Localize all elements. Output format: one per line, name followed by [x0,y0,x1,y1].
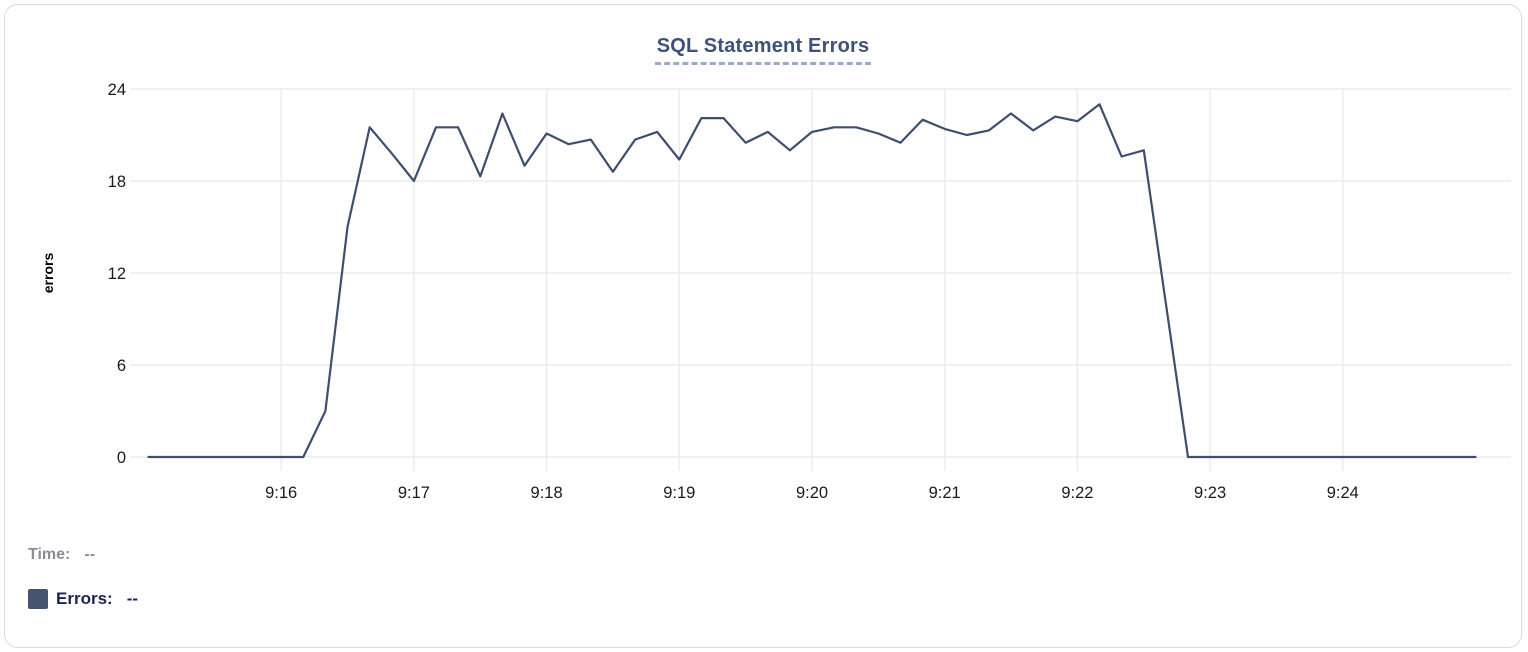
x-axis-tick-label: 9:24 [1327,484,1359,502]
y-axis-tick-label: 0 [117,449,126,467]
time-label: Time: [28,546,71,563]
x-axis-tick-labels: 9:16 9:17 9:18 9:19 9:20 9:21 9:22 9:23 9:24 [265,484,1359,502]
x-axis-tick-label: 9:23 [1194,484,1226,502]
errors-label: Errors: [56,589,113,608]
errors-series-line [147,103,1477,459]
series-lines [147,103,1477,459]
x-axis-tick-label: 9:17 [398,484,430,502]
x-axis-tick-label: 9:19 [663,484,695,502]
y-axis-tick-label: 6 [117,357,126,375]
hover-errors-readout: Errors: -- [28,589,138,609]
y-axis-tick-label: 18 [108,173,126,191]
x-axis-tick-label: 9:16 [265,484,297,502]
chart-card: SQL Statement Errors 0 6 12 18 24 9:16 9:17 9:… [4,4,1522,648]
errors-series-swatch [28,589,48,609]
y-axis-tick-label: 24 [108,81,126,99]
errors-line-chart[interactable]: 0 6 12 18 24 9:16 9:17 9:18 9:19 9:20 9:21 9:22 9:2… [5,5,1528,515]
y-axis-tick-label: 12 [108,265,126,283]
y-axis-title: errors [40,253,56,294]
x-axis-tick-label: 9:22 [1061,484,1093,502]
x-axis-tick-label: 9:20 [796,484,828,502]
y-axis-tick-labels: 0 6 12 18 24 [108,81,126,467]
x-axis-tick-label: 9:18 [531,484,563,502]
errors-value: -- [126,589,139,608]
y-axis-title: errors [40,253,56,294]
x-axis-tick-label: 9:21 [929,484,961,502]
x-gridlines [280,89,1344,471]
chart-title: SQL Statement Errors [5,35,1521,65]
hover-time-readout: Time: -- [28,546,95,564]
y-gridlines [131,88,1511,458]
time-value: -- [84,546,96,563]
chart-title-text[interactable]: SQL Statement Errors [654,35,872,65]
